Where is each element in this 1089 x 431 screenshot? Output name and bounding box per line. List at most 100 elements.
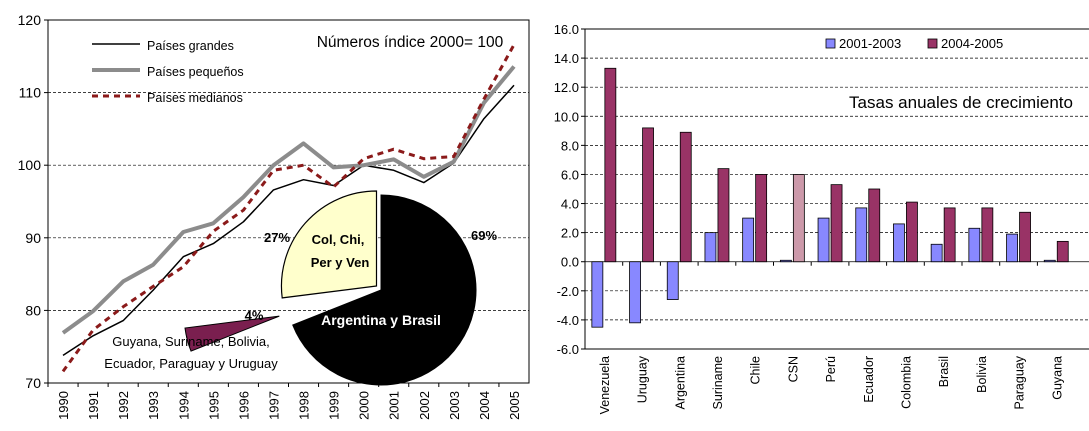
right-chart-legend: 2001-2003 2004-2005 (825, 36, 1003, 51)
pie-slice-col-chi-per-ven (280, 190, 378, 299)
left-chart-plot-frame (47, 19, 530, 384)
y-tick-label: 110 (19, 85, 42, 101)
y-tick-label: -4.0 (557, 313, 579, 328)
bar (893, 223, 905, 263)
bar (792, 174, 805, 263)
legend-label-grandes: Países grandes (147, 39, 234, 53)
legend-swatch-2001-2003 (825, 38, 836, 49)
x-tick-label: Suriname (711, 356, 725, 410)
x-tick-label: Perú (824, 356, 838, 382)
right-chart-title: Tasas anuales de crecimiento (849, 93, 1073, 112)
bar (943, 207, 956, 263)
y-tick-label: 14.0 (554, 51, 579, 66)
x-tick-label: 1990 (56, 391, 71, 420)
legend-label-2001-2003: 2001-2003 (839, 36, 901, 51)
bar (817, 217, 830, 263)
pie-annotation-line1: Guyana, Suriname, Bolivia, (112, 334, 270, 349)
y-tick-label: 70 (25, 375, 41, 391)
bar (1056, 240, 1069, 263)
bar (717, 168, 730, 263)
y-tick-label: 16.0 (554, 22, 579, 37)
y-tick-label: 80 (25, 302, 41, 318)
y-tick-label: 90 (25, 230, 41, 246)
left-chart-title: Números índice 2000= 100 (317, 34, 504, 51)
legend-label-pequenos: Países pequeños (147, 65, 244, 79)
pie-slice-small-countries (184, 315, 280, 352)
series-line (62, 84, 515, 357)
x-tick-label: CSN (786, 356, 800, 382)
x-tick-label: 1991 (86, 391, 101, 420)
x-tick-label: Bolivia (975, 356, 989, 393)
bar (755, 174, 768, 263)
y-tick-label: 120 (18, 12, 42, 28)
series-line (61, 43, 516, 373)
x-tick-label: Guyana (1050, 356, 1064, 400)
pie-percent-27: 27% (264, 230, 290, 245)
pie-slice-argentina-brasil (292, 194, 477, 386)
x-tick-label: Venezuela (598, 356, 612, 414)
x-tick-label: Brasil (937, 356, 951, 387)
bar (604, 67, 617, 263)
x-tick-label: 2002 (417, 391, 432, 420)
x-tick-label: Ecuador (862, 356, 876, 403)
x-tick-label: Paraguay (1013, 355, 1027, 409)
pie-label-col-chi-line2: Per y Ven (311, 255, 370, 270)
bar (679, 131, 692, 263)
right-chart-bars (591, 67, 1069, 328)
y-tick-label: 10.0 (554, 109, 579, 124)
left-chart-y-axis: 70 80 90 100 110 120 (18, 12, 48, 391)
right-chart-x-axis: Venezuela Uruguay Argentina Suriname Chile CS… (584, 261, 1064, 414)
right-bar-chart: Venezuela Uruguay Argentina Suriname Chile CS… (584, 28, 1089, 414)
legend-label-2004-2005: 2004-2005 (941, 36, 1003, 51)
y-tick-label: 0.0 (561, 255, 579, 270)
x-tick-label: 1996 (236, 391, 251, 420)
x-tick-label: Argentina (673, 356, 687, 410)
x-tick-label: 2004 (477, 391, 492, 420)
bar (1006, 233, 1018, 263)
bar (855, 207, 868, 263)
y-tick-label: 4.0 (561, 197, 579, 212)
y-tick-label: 2.0 (561, 226, 579, 241)
y-tick-label: 12.0 (554, 80, 579, 95)
x-tick-label: 1999 (327, 391, 342, 420)
right-chart-plot-frame (584, 28, 1089, 350)
x-tick-label: Chile (749, 356, 763, 385)
pie-inset: Argentina y Brasil 69% 27% 4% Col, Chi, … (104, 190, 497, 386)
x-tick-label: 1993 (146, 391, 161, 420)
y-tick-label: 100 (18, 157, 42, 173)
bar (704, 232, 717, 263)
x-tick-label: 1997 (266, 391, 281, 420)
y-tick-label: -2.0 (557, 284, 579, 299)
bar (981, 207, 994, 263)
x-tick-label: Colombia (899, 356, 913, 409)
bar (779, 259, 792, 263)
bar (830, 184, 843, 263)
bar (629, 261, 641, 324)
series-line (61, 65, 516, 335)
y-tick-label: 6.0 (561, 167, 579, 182)
pie-label-argentina-brasil: Argentina y Brasil (321, 312, 441, 328)
left-chart-series (61, 43, 516, 373)
pie-annotation-line2: Ecuador, Paraguay y Uruguay (104, 356, 278, 371)
x-tick-label: 2000 (357, 391, 372, 420)
bar (1019, 211, 1031, 263)
left-chart-x-axis: 1990 1991 1992 1993 1994 1995 1996 1997 1998 1999… (47, 383, 522, 420)
x-tick-label: 2005 (507, 391, 522, 420)
legend-swatch-2004-2005 (927, 38, 938, 49)
x-tick-label: 1995 (206, 391, 221, 420)
x-tick-label: 1992 (116, 391, 131, 420)
pie-percent-4: 4% (245, 308, 264, 323)
pie-percent-69: 69% (471, 228, 497, 243)
right-chart-y-axis: -6.0 -4.0 -2.0 0.0 2.0 4.0 6.0 8.0 10.0 12.0 14.0 1… (554, 22, 585, 357)
bar (591, 261, 604, 328)
bar (1043, 259, 1056, 263)
bar (642, 127, 654, 263)
x-tick-label: 2003 (447, 391, 462, 420)
bar (868, 188, 881, 263)
x-tick-label: 2001 (387, 391, 402, 420)
left-line-chart: 70 80 90 100 110 120 1990 1991 1992 1993 1994 1995… (18, 12, 530, 420)
y-tick-label: -6.0 (557, 342, 579, 357)
x-tick-label: Uruguay (636, 355, 650, 403)
left-chart-legend: Países grandes Países pequeños Países me… (92, 39, 244, 105)
